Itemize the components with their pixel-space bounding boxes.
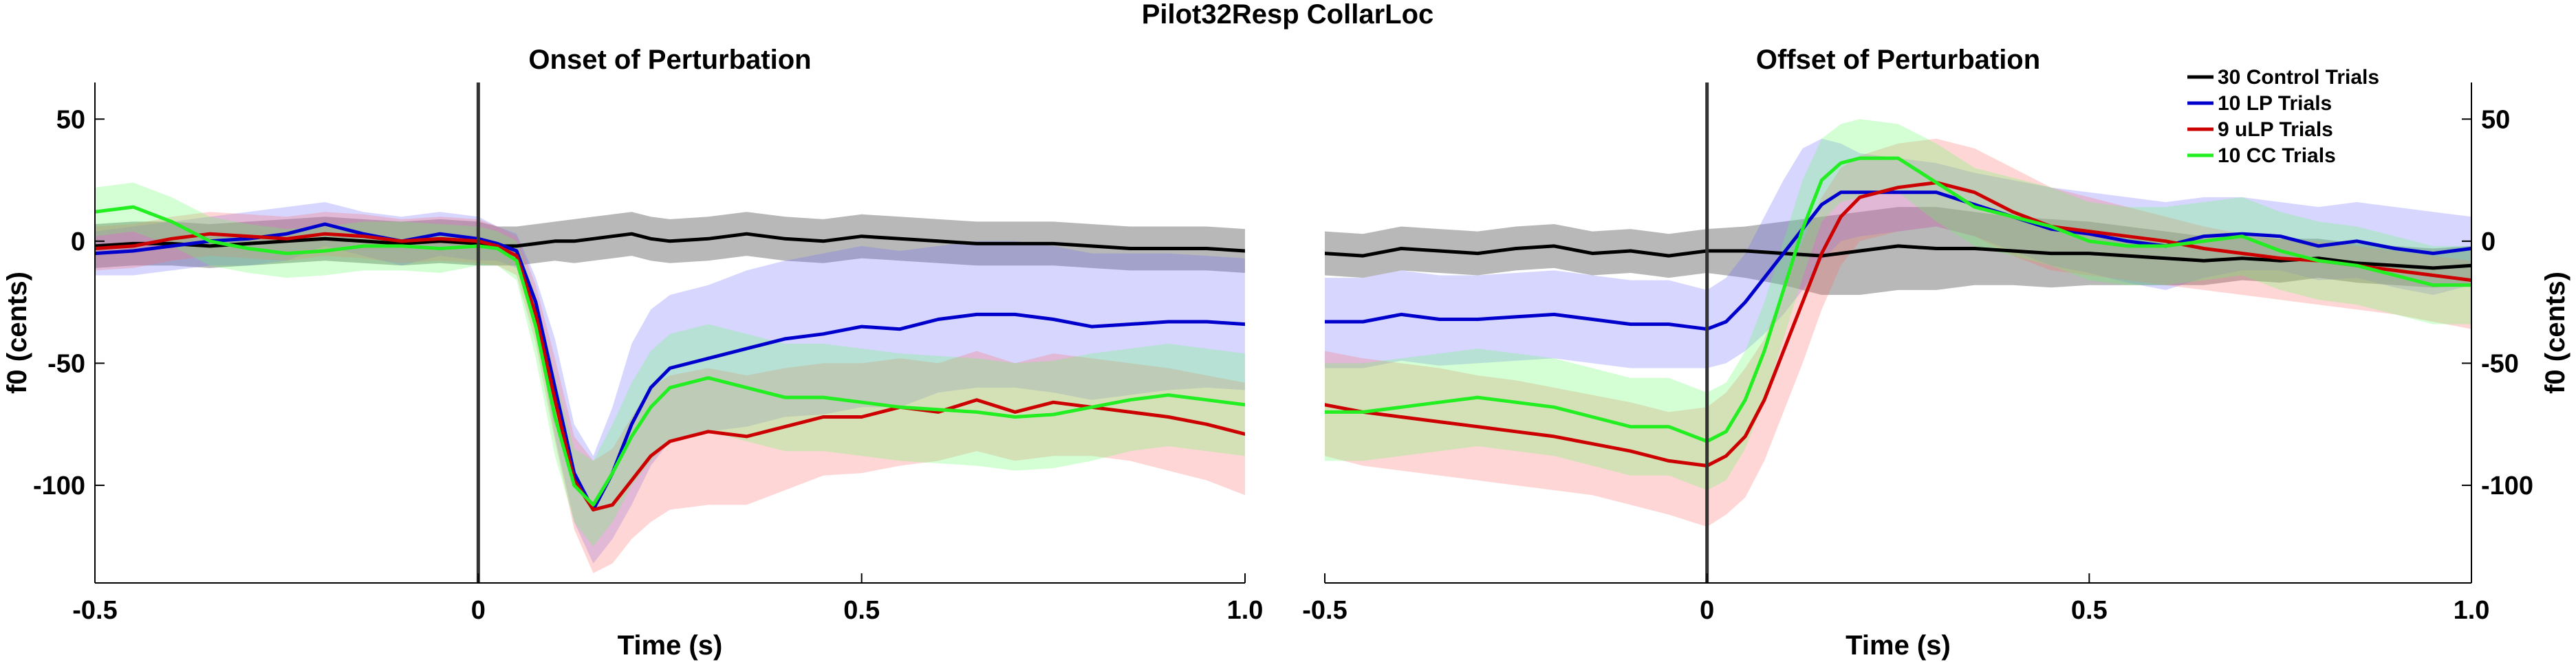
onset-panel: -0.5 0 0.5 1.0 50 0 -50 -100 Onset of Perturbati…: [2, 45, 1263, 661]
y-tick-label: 0: [2481, 228, 2496, 256]
10-cc-trials-line: [1325, 156, 2471, 443]
y-axis-label: f0 (cents): [2540, 272, 2570, 394]
x-tick-label: 0: [471, 596, 486, 625]
9-ulp-trials-error-band: [95, 212, 1245, 573]
10-cc-trials-line: [95, 205, 1245, 507]
10-lp-trials-line: [95, 222, 1245, 511]
y-tick-label: -100: [2481, 472, 2533, 500]
30-control-trials-line: [1325, 244, 2471, 270]
x-axis-label: Time (s): [1846, 630, 1951, 661]
9-ulp-trials-error-band: [1325, 138, 2471, 527]
x-tick-label: -0.5: [1302, 596, 1347, 625]
10-lp-trials-line: [1325, 190, 2471, 331]
x-tick-label: -0.5: [72, 596, 117, 625]
legend: 30 Control Trials 10 LP Trials 9 uLP Trial…: [2187, 66, 2379, 167]
10-cc-trials-legend-label: 10 CC Trials: [2218, 144, 2336, 167]
30-control-trials-line: [95, 232, 1245, 253]
x-tick-label: 0.5: [2071, 596, 2108, 625]
y-tick-label: -100: [33, 472, 85, 500]
offset-panel: -0.5 0 0.5 1.0 50 0 -50 -100 Offset of Perturbat…: [1302, 45, 2570, 661]
panel-title: Onset of Perturbation: [528, 45, 811, 75]
panel-title: Offset of Perturbation: [1756, 45, 2040, 75]
y-tick-label: 50: [2481, 105, 2510, 134]
10-cc-trials-error-band: [1325, 119, 2471, 491]
y-tick-label: 50: [56, 105, 85, 134]
9-ulp-trials-line: [95, 232, 1245, 511]
30-control-trials-error-band: [1325, 207, 2471, 295]
x-tick-label: 0.5: [843, 596, 880, 625]
y-tick-label: 0: [71, 228, 85, 256]
x-axis-label: Time (s): [618, 630, 723, 661]
x-tick-label: 0: [1700, 596, 1714, 625]
plot-area: [1325, 119, 2471, 527]
10-lp-trials-error-band: [95, 202, 1245, 564]
10-lp-trials-legend-label: 10 LP Trials: [2218, 92, 2332, 115]
y-axis-label: f0 (cents): [2, 272, 32, 394]
x-tick-label: 1.0: [1227, 596, 1264, 625]
10-lp-trials-error-band: [1325, 138, 2471, 368]
plot-area: [95, 182, 1245, 573]
y-tick-label: -50: [2481, 349, 2519, 378]
10-cc-trials-error-band: [95, 182, 1245, 547]
figure-title: Pilot32Resp CollarLoc: [1142, 0, 1434, 30]
x-tick-label: 1.0: [2454, 596, 2490, 625]
y-tick-label: -50: [47, 349, 85, 378]
30-control-trials-legend-label: 30 Control Trials: [2218, 66, 2379, 89]
9-ulp-trials-legend-label: 9 uLP Trials: [2218, 118, 2333, 141]
9-ulp-trials-line: [1325, 181, 2471, 467]
